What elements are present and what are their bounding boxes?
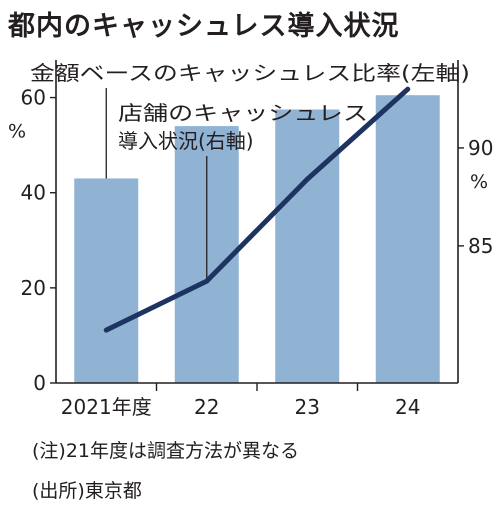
line-series-label-line2: 導入状況(右軸)	[118, 129, 254, 153]
chart-title: 都内のキャッシュレス導入状況	[8, 11, 400, 42]
x-tick-label: 2021年度	[61, 395, 152, 419]
bar	[375, 95, 440, 383]
y-right-tick-label: 90	[468, 136, 493, 160]
y-right-unit: %	[470, 171, 488, 193]
note-text: (注)21年度は調査方法が異なる	[32, 440, 300, 462]
y-left-tick-label: 60	[21, 86, 46, 110]
bar	[275, 109, 340, 383]
axes	[50, 60, 464, 391]
bar	[74, 178, 139, 383]
y-left-tick-label: 40	[21, 181, 46, 205]
y-left-tick-label: 0	[33, 371, 46, 395]
y-right-tick-label: 85	[468, 234, 493, 258]
bar-series	[74, 95, 440, 383]
line-series-path	[103, 86, 411, 333]
y-left-tick-label: 20	[21, 276, 46, 300]
x-tick-label: 23	[295, 395, 320, 419]
line-series-label: 店舗のキャッシュレス	[118, 101, 368, 125]
x-tick-label: 24	[395, 395, 420, 419]
source-text: (出所)東京都	[32, 480, 142, 502]
x-tick-label: 22	[194, 395, 219, 419]
line-series	[103, 86, 411, 333]
y-left-unit: %	[8, 121, 26, 143]
bar-series-label: 金額ベースのキャッシュレス比率(左軸)	[30, 61, 470, 85]
axis-labels: 0 20 40 60% 85 90% 2021年度 22 23 24	[8, 86, 493, 419]
